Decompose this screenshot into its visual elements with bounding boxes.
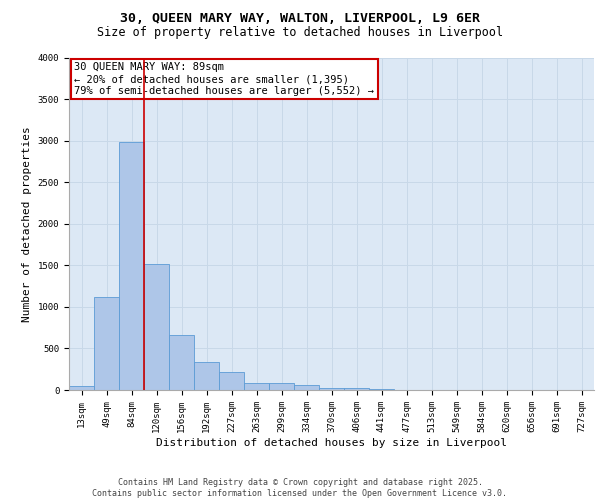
Bar — [244, 382, 269, 390]
Text: 30 QUEEN MARY WAY: 89sqm
← 20% of detached houses are smaller (1,395)
79% of sem: 30 QUEEN MARY WAY: 89sqm ← 20% of detach… — [74, 62, 374, 96]
Bar — [94, 297, 119, 390]
Bar — [144, 264, 169, 390]
Text: Contains HM Land Registry data © Crown copyright and database right 2025.
Contai: Contains HM Land Registry data © Crown c… — [92, 478, 508, 498]
Bar — [294, 385, 319, 390]
Y-axis label: Number of detached properties: Number of detached properties — [22, 126, 32, 322]
Bar — [319, 388, 344, 390]
Text: 30, QUEEN MARY WAY, WALTON, LIVERPOOL, L9 6ER: 30, QUEEN MARY WAY, WALTON, LIVERPOOL, L… — [120, 12, 480, 26]
Bar — [369, 389, 394, 390]
Bar — [69, 386, 94, 390]
X-axis label: Distribution of detached houses by size in Liverpool: Distribution of detached houses by size … — [156, 438, 507, 448]
Bar — [194, 362, 219, 390]
Bar — [219, 372, 244, 390]
Bar — [119, 142, 144, 390]
Text: Size of property relative to detached houses in Liverpool: Size of property relative to detached ho… — [97, 26, 503, 39]
Bar — [344, 388, 369, 390]
Bar — [169, 335, 194, 390]
Bar — [269, 382, 294, 390]
